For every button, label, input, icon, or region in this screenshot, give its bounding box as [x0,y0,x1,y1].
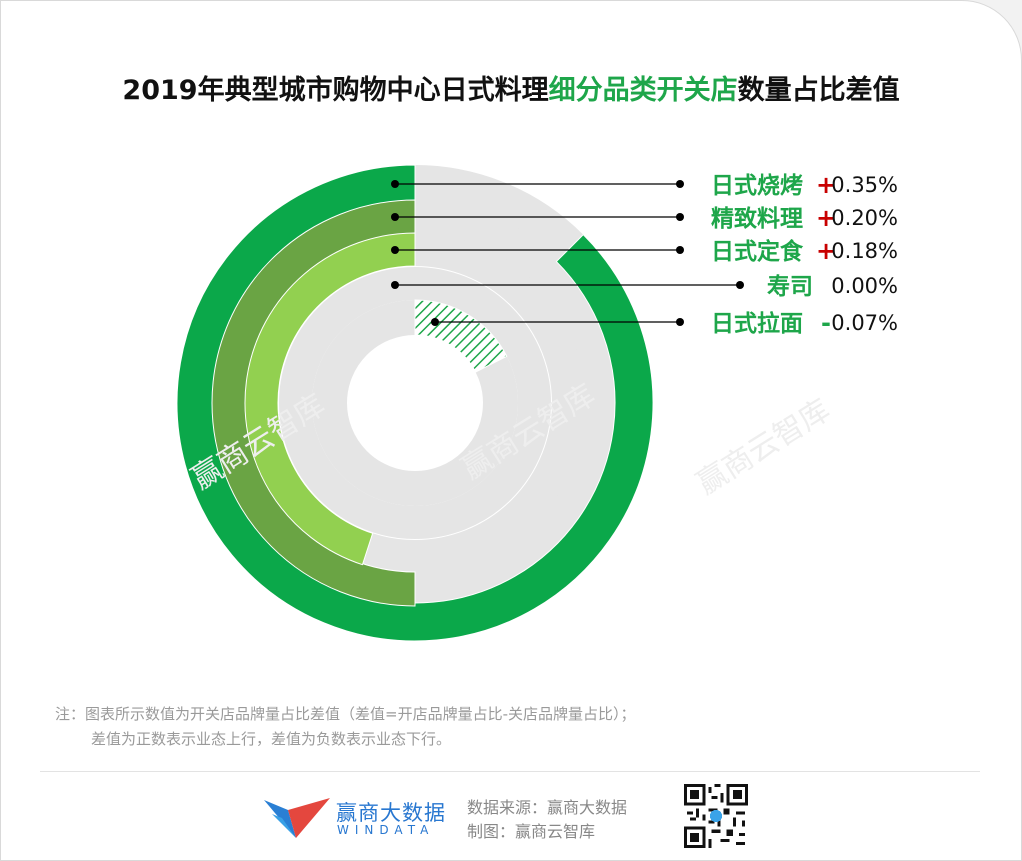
value-label: 0.18% [831,239,898,263]
title-part-1: 2019年典型城市购物中心日式料理 [122,75,549,106]
sign-label: + [816,171,836,199]
footnote-line-1: 注：图表所示数值为开关店品牌量占比差值（差值=开店品牌量占比-关店品牌量占比）； [55,705,636,723]
watermark-text: 赢商云智库 [691,393,837,502]
windata-logo-icon [264,798,330,838]
leader-dot [391,180,399,188]
bar-日式定食 [244,232,416,566]
value-label: 0.20% [831,206,898,230]
credit-text: 制图：赢商云智库 [467,822,596,841]
ring-track [279,267,551,539]
leader-dot [676,318,684,326]
source-block: 数据来源：赢商大数据 制图：赢商云智库 [467,796,627,844]
footer-divider [40,771,980,772]
brand-name: 赢商大数据 [336,801,446,825]
value-label: 0.35% [831,173,898,197]
sign-label: + [816,204,836,232]
leader-dot [676,246,684,254]
title-highlight: 细分品类开关店 [548,75,738,106]
series-name-label: 寿司 [767,273,813,300]
footnote: 注：图表所示数值为开关店品牌量占比差值（差值=开店品牌量占比-关店品牌量占比）；… [55,702,636,752]
sign-label: - [821,309,831,337]
value-label: 0.00% [831,274,898,298]
leader-dot [676,213,684,221]
title-part-2: 数量占比差值 [737,75,900,106]
leader-dot [676,180,684,188]
bar-日式拉面 [414,299,508,373]
brand-subtitle: WINDATA [337,823,435,837]
leader-dot [431,318,439,326]
qr-code-icon [684,784,748,848]
series-name-label: 日式定食 [711,238,804,265]
leader-dot [391,246,399,254]
sign-label: + [816,237,836,265]
footnote-line-2: 差值为正数表示业态上行，差值为负数表示业态下行。 [91,730,452,748]
series-name-label: 日式拉面 [711,310,803,337]
series-name-label: 日式烧烤 [711,173,803,199]
chart-title: 2019年典型城市购物中心日式料理细分品类开关店数量占比差值 [0,68,1022,107]
series-name-label: 精致料理 [711,205,803,232]
source-text: 数据来源：赢商大数据 [467,798,628,817]
value-label: 0.07% [831,311,898,335]
leader-dot [391,213,399,221]
leader-dot [736,281,744,289]
leader-dot [391,281,399,289]
